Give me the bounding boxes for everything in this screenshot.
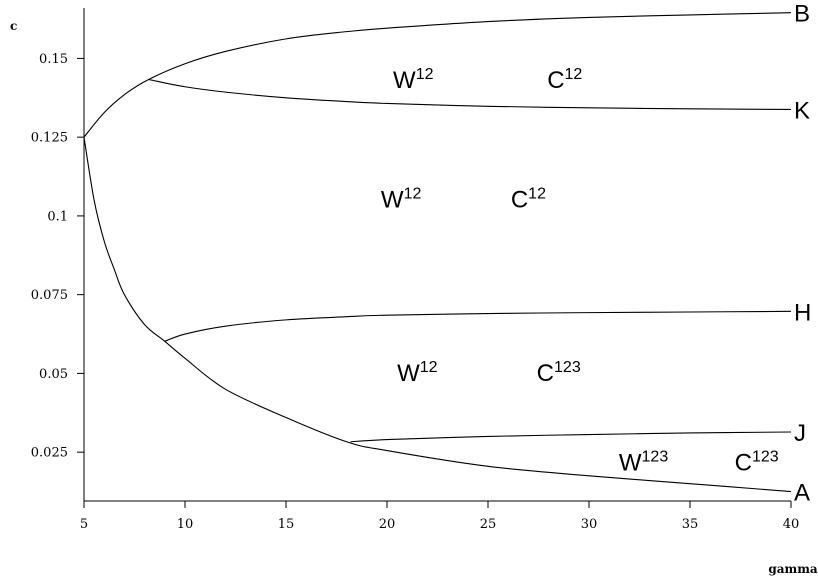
series-line-h bbox=[164, 310, 792, 342]
x-tick-label: 40 bbox=[783, 517, 800, 532]
y-tick-label: 0.125 bbox=[31, 131, 68, 146]
x-tick-label: 5 bbox=[80, 517, 88, 532]
x-tick-label: 30 bbox=[581, 517, 598, 532]
y-axis-title: c bbox=[10, 19, 17, 33]
curve-label-j: J bbox=[794, 420, 806, 447]
series-line-b bbox=[83, 12, 792, 138]
x-tick-label: 20 bbox=[379, 517, 396, 532]
curve-label-h: H bbox=[794, 299, 811, 326]
region-label: W12 bbox=[397, 359, 438, 387]
y-tick-label: 0.15 bbox=[39, 52, 68, 67]
x-tick-label: 15 bbox=[278, 517, 295, 532]
y-axis-ticks: 0.025 0.05 0.075 0.1 0.125 0.15 bbox=[31, 52, 84, 461]
region-label: W123 bbox=[619, 449, 668, 477]
region-label: C123 bbox=[537, 359, 581, 387]
region-label: C12 bbox=[547, 66, 582, 94]
region-label: C12 bbox=[511, 186, 546, 214]
region-label: C123 bbox=[735, 449, 779, 477]
curve-label-k: K bbox=[794, 97, 810, 124]
axes bbox=[83, 8, 791, 502]
region-label: W12 bbox=[381, 186, 422, 214]
curve-labels: B K H J A bbox=[794, 1, 811, 507]
series-line-k bbox=[148, 78, 792, 110]
series-line-j bbox=[350, 431, 792, 443]
region-label: W12 bbox=[393, 66, 434, 94]
curve-label-a: A bbox=[794, 480, 810, 507]
x-axis-title: gamma bbox=[768, 562, 818, 576]
series-line-a bbox=[83, 137, 792, 493]
y-tick-label: 0.1 bbox=[47, 209, 68, 224]
y-tick-label: 0.025 bbox=[31, 446, 68, 461]
y-tick-label: 0.075 bbox=[31, 288, 68, 303]
series-layer bbox=[83, 12, 792, 493]
x-tick-label: 35 bbox=[682, 517, 699, 532]
x-axis-ticks: 5 10 15 20 25 30 35 40 bbox=[80, 501, 799, 532]
x-tick-label: 10 bbox=[177, 517, 194, 532]
x-tick-label: 25 bbox=[480, 517, 497, 532]
y-tick-label: 0.05 bbox=[39, 367, 68, 382]
region-labels: W12 C12 W12 C12 W12 C123 W123 C123 bbox=[381, 66, 779, 477]
curve-label-b: B bbox=[794, 1, 810, 28]
